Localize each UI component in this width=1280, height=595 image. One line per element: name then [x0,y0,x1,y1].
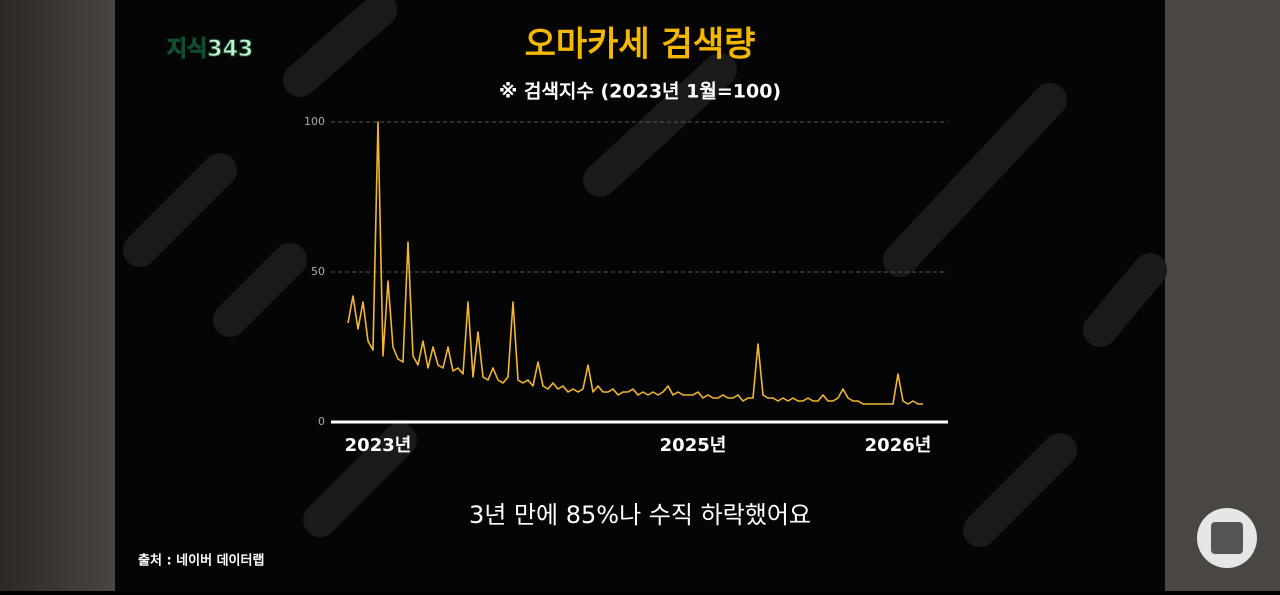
x-tick-label: 2023년 [345,435,412,456]
source: 출처 : 네이버 데이터랩 [138,553,264,569]
y-tick-label: 100 [304,115,325,128]
app-button-icon [1211,522,1243,554]
right-panel [1165,0,1280,591]
chart-title: 오마카세 검색량 [525,25,756,65]
x-tick-label: 2025년 [660,435,727,456]
left-panel [0,0,115,591]
caption: 3년 만에 85%나 수직 하락했어요 [469,501,811,529]
logo: 지식343 [167,37,253,62]
video-frame [115,0,1165,591]
chart-subtitle: ※ 검색지수 (2023년 1월=100) [499,81,781,103]
x-tick-label: 2026년 [865,435,932,456]
y-tick-label: 50 [311,265,325,278]
line [347,121,923,405]
y-tick-label: 0 [318,415,325,428]
decor [123,0,1167,547]
